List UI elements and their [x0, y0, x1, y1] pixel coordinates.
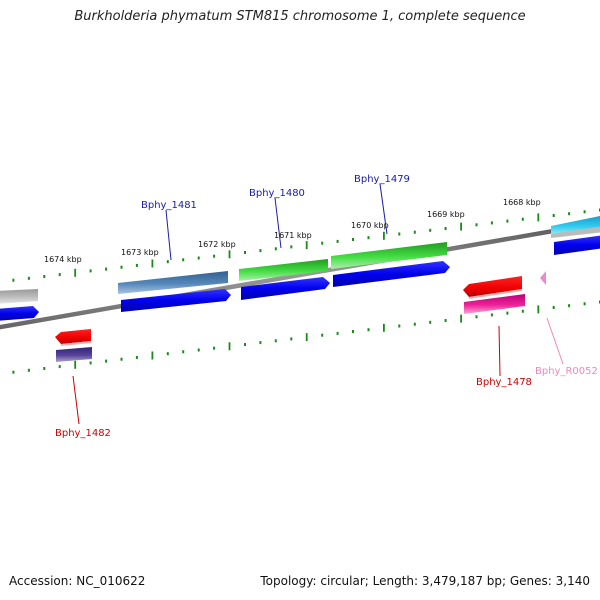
scale-label-1670: 1670 kbp — [351, 221, 389, 230]
label-bphy-1478[interactable]: Bphy_1478 — [476, 377, 532, 388]
gene-gray-left[interactable] — [0, 289, 38, 304]
scale-label-1668: 1668 kbp — [503, 198, 541, 207]
leader-1479 — [379, 183, 388, 235]
cds-arrow-1480[interactable] — [241, 277, 330, 300]
label-bphy-1479[interactable]: Bphy_1479 — [354, 174, 410, 185]
cds-arrow-left[interactable] — [0, 306, 39, 321]
gene-gray-right — [551, 226, 600, 238]
gene-bphy-1478[interactable] — [463, 276, 522, 297]
map-title: Burkholderia phymatum STM815 chromosome … — [74, 9, 526, 24]
label-bphy-1481[interactable]: Bphy_1481 — [141, 200, 197, 211]
scale-label-1674: 1674 kbp — [44, 255, 82, 264]
cds-arrow-1479[interactable] — [333, 261, 450, 287]
gene-navy-1482[interactable] — [56, 347, 92, 362]
gene-bphy-r0052[interactable] — [540, 271, 546, 285]
scale-label-1669: 1669 kbp — [427, 210, 465, 219]
leader-1480 — [274, 197, 282, 249]
outer-scale-ticks — [12, 208, 600, 282]
gene-bphy-1482[interactable] — [55, 329, 91, 344]
chromosome-backbone — [0, 220, 600, 330]
inner-scale-ticks — [12, 300, 600, 374]
forward-genes — [0, 216, 600, 304]
reverse-genes — [55, 271, 546, 362]
scale-label-1671: 1671 kbp — [274, 231, 312, 240]
gene-bphy-1482-shade — [61, 341, 91, 346]
label-bphy-1480[interactable]: Bphy_1480 — [249, 188, 305, 199]
genome-summary-text: Topology: circular; Length: 3,479,187 bp… — [260, 574, 590, 588]
scale-labels: 1674 kbp 1673 kbp 1672 kbp 1671 kbp 1670… — [44, 198, 541, 264]
label-bphy-r0052[interactable]: Bphy_R0052 — [535, 366, 598, 377]
gene-bphy-1478-shade — [469, 289, 522, 299]
gene-bphy-1479[interactable] — [331, 242, 447, 269]
cds-arrow-right[interactable] — [554, 235, 600, 255]
label-leaders — [72, 183, 564, 425]
label-bphy-1482[interactable]: Bphy_1482 — [55, 428, 111, 439]
cds-arrow-1481[interactable] — [121, 289, 231, 312]
scale-label-1672: 1672 kbp — [198, 240, 236, 249]
scale-label-1673: 1673 kbp — [121, 248, 159, 257]
leader-1481 — [165, 209, 172, 261]
gene-labels: Bphy_1481 Bphy_1480 Bphy_1479 Bphy_1482 … — [55, 174, 598, 439]
forward-cds — [0, 235, 600, 321]
leader-r0052 — [546, 317, 564, 365]
accession-text: Accession: NC_010622 — [9, 574, 146, 588]
gene-bphy-1480[interactable] — [239, 259, 328, 281]
leader-1478 — [498, 325, 501, 377]
gene-bphy-1481[interactable] — [118, 271, 228, 294]
leader-1482 — [72, 375, 80, 425]
gene-magenta-1478[interactable] — [464, 294, 525, 314]
